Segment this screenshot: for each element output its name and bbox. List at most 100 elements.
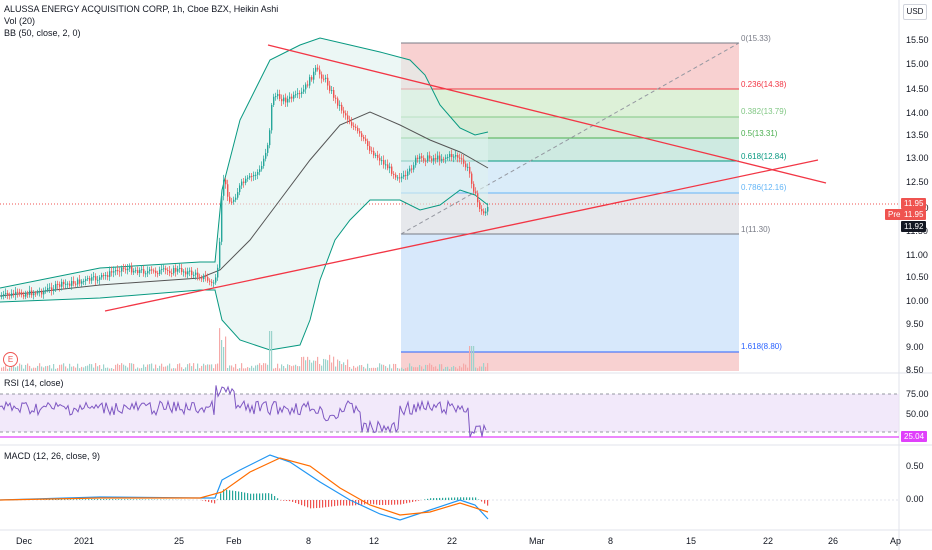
volume-bar	[59, 364, 61, 371]
bb-indicator-label[interactable]: BB (50, close, 2, 0)	[4, 28, 81, 38]
volume-bar	[57, 368, 59, 371]
candle-body	[263, 158, 265, 167]
macd-hist-bar	[427, 498, 429, 500]
candle-body	[77, 279, 79, 285]
macd-hist-bar	[394, 500, 396, 505]
volume-bar	[459, 365, 461, 371]
macd-hist-bar	[328, 500, 330, 507]
volume-bar	[441, 364, 443, 371]
volume-bar	[261, 365, 263, 371]
volume-bar	[251, 365, 253, 371]
macd-hist-bar	[277, 498, 279, 500]
volume-bar	[137, 367, 139, 371]
candle-body	[13, 293, 15, 296]
price-axis-label: 14.00	[906, 108, 929, 118]
candle-body	[443, 158, 445, 160]
volume-bar	[417, 367, 419, 371]
volume-bar	[205, 365, 207, 371]
volume-bar	[169, 363, 171, 371]
candle-body	[181, 268, 183, 273]
earnings-marker[interactable]: E	[3, 352, 18, 367]
candle-body	[253, 175, 255, 177]
macd-hist-bar	[97, 499, 99, 500]
time-axis-label: Ap	[890, 536, 902, 546]
macd-hist-bar	[85, 499, 87, 500]
volume-bar	[255, 365, 257, 371]
candle-body	[309, 77, 311, 86]
volume-bar	[287, 364, 289, 371]
macd-hist-bar	[334, 500, 336, 507]
macd-hist-bar	[250, 493, 252, 500]
volume-bar	[49, 365, 51, 371]
macd-hist-bar	[337, 500, 339, 506]
macd-hist-bar	[484, 500, 486, 504]
candle-body	[393, 173, 395, 175]
candle-body	[15, 291, 17, 296]
candle-body	[417, 157, 419, 159]
volume-bar	[375, 367, 377, 371]
volume-bar	[151, 363, 153, 371]
macd-hist-bar	[88, 499, 90, 500]
volume-bar	[331, 362, 333, 371]
volume-bar	[161, 363, 163, 371]
volume-bar	[131, 363, 133, 371]
volume-bar	[329, 354, 331, 371]
candle-body	[281, 98, 283, 102]
volume-bar	[267, 364, 269, 371]
macd-hist-bar	[76, 499, 78, 500]
rsi-indicator-label[interactable]: RSI (14, close)	[4, 378, 64, 388]
volume-bar	[351, 368, 353, 371]
macd-hist-bar	[115, 499, 117, 500]
volume-bar	[321, 365, 323, 371]
volume-bar	[271, 331, 273, 371]
candle-body	[343, 110, 345, 114]
candle-body	[39, 291, 41, 293]
currency-badge[interactable]: USD	[903, 4, 927, 20]
candle-body	[11, 293, 13, 297]
candle-body	[3, 294, 5, 296]
candle-body	[341, 104, 343, 111]
volume-bar	[163, 366, 165, 371]
macd-hist-bar	[472, 497, 474, 500]
candle-body	[457, 155, 459, 158]
volume-bar	[195, 368, 197, 371]
volume-bar	[291, 366, 293, 371]
candle-body	[407, 171, 409, 176]
volume-bar	[119, 364, 121, 371]
candle-body	[483, 211, 485, 214]
volume-bar	[183, 368, 185, 371]
volume-bar	[29, 365, 31, 371]
bb-upper	[0, 37, 489, 289]
macd-hist-bar	[73, 499, 75, 500]
vol-indicator-label[interactable]: Vol (20)	[4, 16, 36, 26]
volume-bar	[477, 368, 479, 371]
macd-indicator-label[interactable]: MACD (12, 26, close, 9)	[4, 451, 101, 461]
candle-body	[335, 97, 337, 99]
volume-bar	[145, 366, 147, 371]
volume-bar	[79, 368, 81, 371]
volume-bar	[283, 366, 285, 371]
candle-body	[179, 268, 181, 270]
candle-body	[373, 151, 375, 156]
macd-hist-bar	[343, 500, 345, 506]
macd-hist-bar	[124, 499, 126, 500]
macd-hist-bar	[79, 499, 81, 500]
volume-bar	[199, 368, 201, 371]
volume-bar	[97, 366, 99, 371]
candle-body	[449, 154, 451, 158]
fib-label: 0.618(12.84)	[741, 152, 787, 161]
candle-body	[427, 155, 429, 161]
candle-body	[117, 269, 119, 272]
macd-hist-bar	[400, 500, 402, 505]
macd-hist-bar	[214, 500, 216, 504]
macd-hist-bar	[460, 497, 462, 500]
volume-bar	[9, 367, 11, 371]
volume-bar	[231, 365, 233, 371]
volume-bar	[381, 364, 383, 371]
candle-body	[191, 270, 193, 275]
candle-body	[265, 152, 267, 159]
premarket-label: Pre	[885, 209, 904, 220]
volume-bar	[141, 367, 143, 371]
candle-body	[183, 271, 185, 273]
